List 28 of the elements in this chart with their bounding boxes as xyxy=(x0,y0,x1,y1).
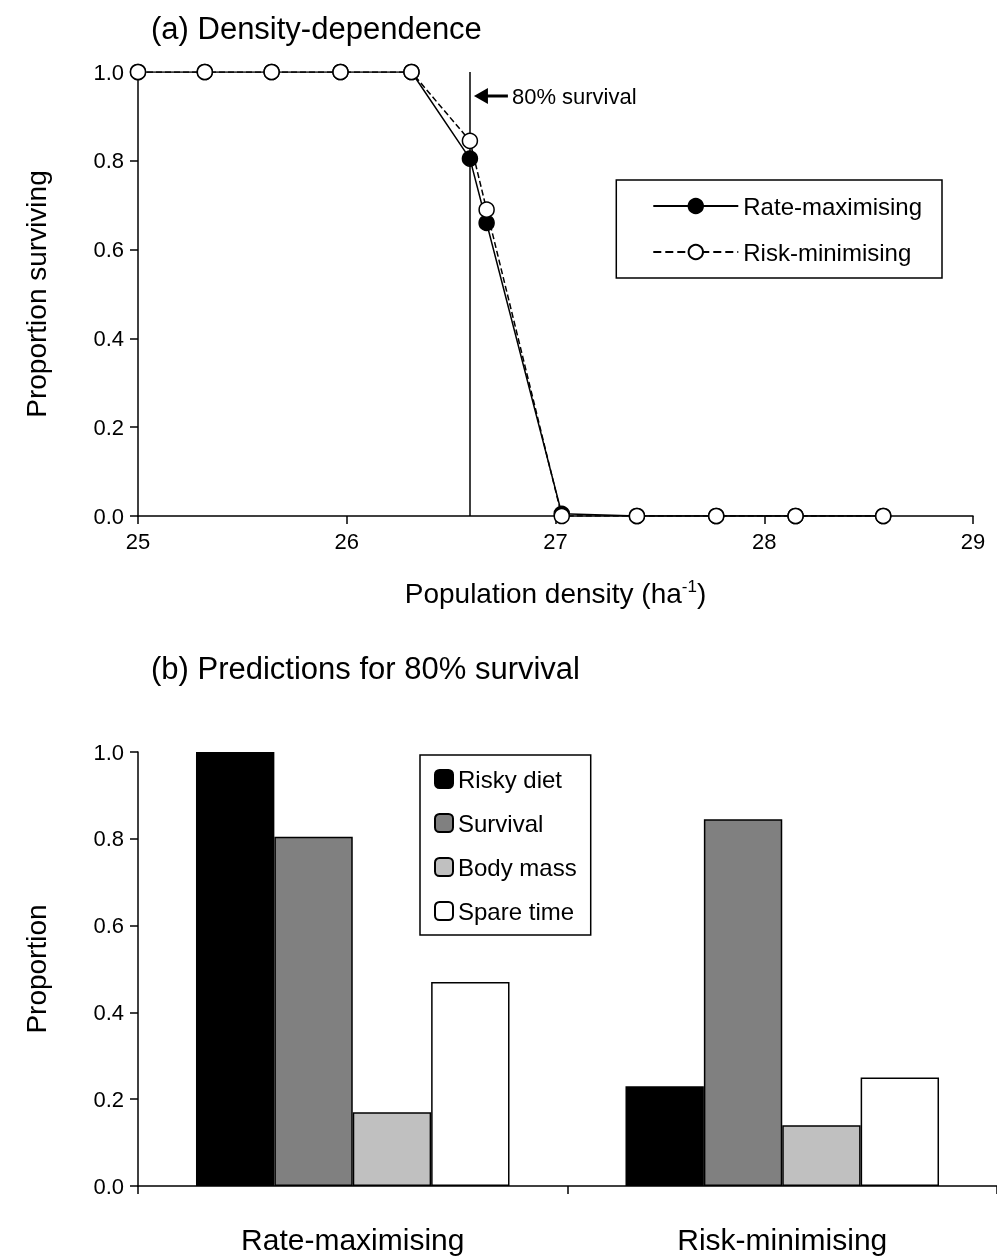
y-tick-label: 0.8 xyxy=(93,826,124,852)
y-tick-label: 0.4 xyxy=(93,325,124,351)
x-tick-label: 28 xyxy=(752,528,777,554)
legend-label: Rate-maximising xyxy=(743,192,923,220)
legend-label: Risk-minimising xyxy=(743,238,912,266)
legend-label: Spare time xyxy=(458,897,575,925)
x-tick-label: 26 xyxy=(334,528,359,554)
y-tick-label: 0.2 xyxy=(93,1086,124,1112)
y-tick-label: 0.8 xyxy=(93,148,124,174)
y-tick-label: 1.0 xyxy=(93,59,124,85)
y-tick-label: 0.4 xyxy=(93,999,124,1025)
y-axis-title: Proportion xyxy=(20,904,52,1034)
y-tick-label: 0.6 xyxy=(93,237,124,263)
legend-label: Survival xyxy=(458,809,544,837)
legend-label: Risky diet xyxy=(458,765,563,793)
x-tick-label: 27 xyxy=(543,528,568,554)
chart-title: (a) Density-dependence xyxy=(151,11,482,46)
y-tick-label: 0.0 xyxy=(93,1173,124,1199)
y-tick-label: 0.2 xyxy=(93,414,124,440)
y-tick-label: 0.6 xyxy=(93,913,124,939)
y-tick-label: 0.0 xyxy=(93,503,124,529)
x-tick-label: 29 xyxy=(960,528,986,554)
y-tick-label: 1.0 xyxy=(93,739,124,765)
legend-label: Body mass xyxy=(458,853,577,881)
y-axis-title: Proportion surviving xyxy=(20,170,52,418)
x-tick-label: 25 xyxy=(125,528,151,554)
chart-title: (b) Predictions for 80% survival xyxy=(151,651,580,686)
ref-line-label: 80% survival xyxy=(511,83,637,109)
